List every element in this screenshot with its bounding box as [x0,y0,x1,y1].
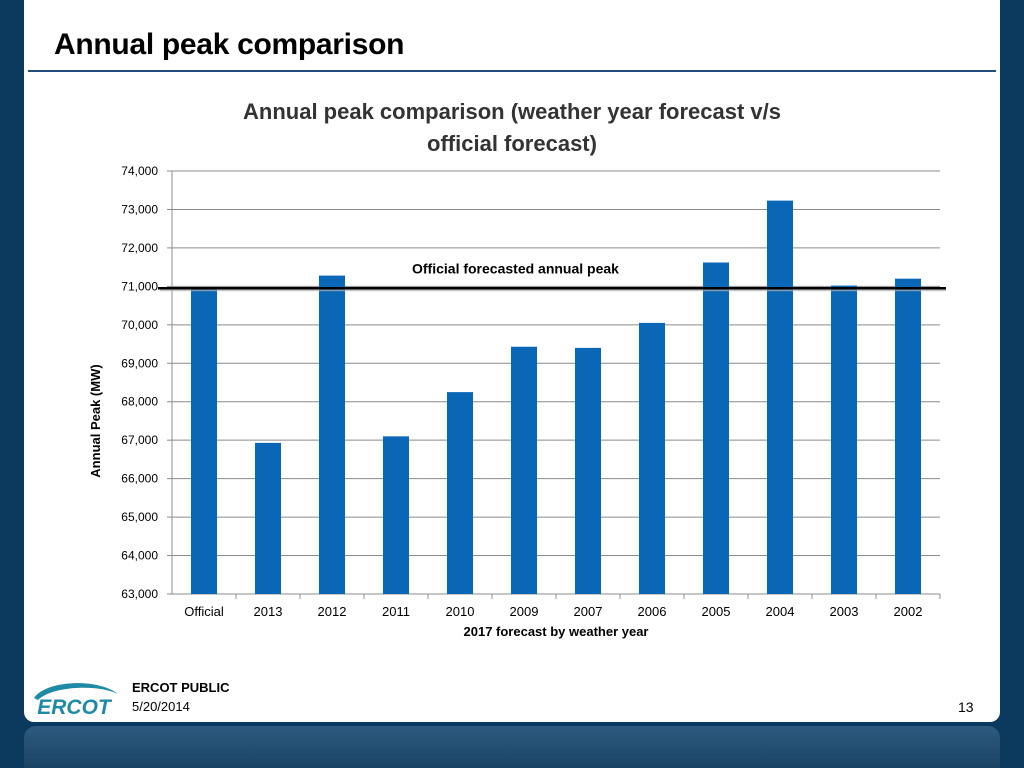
bar-2011 [383,436,409,594]
bar-2002 [895,278,921,594]
y-axis-title: Annual Peak (MW) [88,364,103,477]
y-tick-label: 74,000 [121,164,158,178]
x-tick-label: 2009 [510,604,539,619]
logo-text: ERCOT [37,696,113,719]
chart-title-line: official forecast) [427,131,597,156]
x-tick-label: 2003 [830,604,859,619]
bar-official [191,288,217,594]
page-number: 13 [958,699,974,715]
reference-line-label: Official forecasted annual peak [412,260,619,276]
x-axis-title: 2017 forecast by weather year [464,624,649,639]
x-tick-label: 2006 [638,604,667,619]
x-tick-label: 2013 [254,604,283,619]
y-tick-label: 72,000 [121,241,158,255]
y-tick-label: 66,000 [121,472,158,486]
bar-2009 [511,346,537,594]
x-tick-label: 2005 [702,604,731,619]
bar-2007 [575,347,601,594]
y-tick-label: 68,000 [121,395,158,409]
bar-2010 [447,392,473,594]
ercot-logo: ERCOT [34,683,118,719]
y-tick-label: 70,000 [121,318,158,332]
x-tick-label: 2007 [574,604,603,619]
x-tick-label: 2004 [766,604,795,619]
footer-date: 5/20/2014 [132,699,190,714]
y-tick-label: 69,000 [121,356,158,370]
title-divider [28,70,996,72]
bar-2004 [767,200,793,595]
bar-2003 [831,285,857,594]
x-tick-label: 2012 [318,604,347,619]
bar-2013 [255,442,281,594]
y-tick-label: 63,000 [121,587,158,601]
bar-2005 [703,262,729,594]
y-tick-label: 73,000 [121,202,158,216]
bar-2006 [639,322,665,594]
x-tick-label: 2002 [894,604,923,619]
slide-title: Annual peak comparison [54,28,405,61]
footer-band [24,726,1000,768]
bar-2012 [319,275,345,594]
x-tick-label: 2011 [382,604,410,619]
x-tick-label: Official [184,604,224,619]
y-tick-label: 67,000 [121,433,158,447]
y-tick-label: 65,000 [121,510,158,524]
chart-title-line: Annual peak comparison (weather year for… [243,99,781,124]
classification-label: ERCOT PUBLIC [132,680,230,695]
x-tick-label: 2010 [446,604,475,619]
y-tick-label: 71,000 [121,279,158,293]
y-tick-label: 64,000 [121,549,158,563]
